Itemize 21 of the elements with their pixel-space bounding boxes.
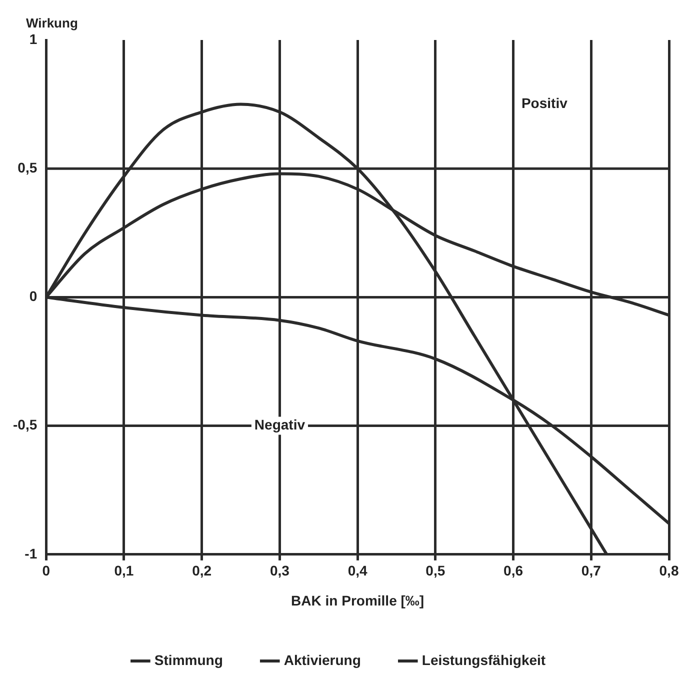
x-tick-label: 0,8 <box>659 562 679 579</box>
x-tick-label: 0,4 <box>348 562 368 579</box>
y-tick-label: 1 <box>29 30 38 47</box>
annotation: Negativ <box>254 416 306 433</box>
legend-label: Leistungsfähigkeit <box>422 652 546 668</box>
x-tick-label: 0,3 <box>270 562 290 579</box>
y-tick-label: -0,5 <box>13 416 38 433</box>
x-tick-label: 0,5 <box>426 562 446 579</box>
y-tick-label: 0,5 <box>18 159 38 176</box>
x-tick-label: 0,6 <box>504 562 524 579</box>
x-tick-label: 0,7 <box>581 562 602 579</box>
x-tick-label: 0 <box>42 562 50 579</box>
x-tick-label: 0,2 <box>192 562 212 579</box>
y-tick-label: -1 <box>24 545 38 562</box>
legend-label: Aktivierung <box>284 652 361 668</box>
annotation: Positiv <box>521 95 568 112</box>
x-axis-title: BAK in Promille [‰] <box>291 592 424 608</box>
legend-label: Stimmung <box>154 652 223 668</box>
y-axis-title: Wirkung <box>26 16 78 31</box>
x-tick-label: 0,1 <box>114 562 134 579</box>
y-tick-label: 0 <box>29 288 38 304</box>
